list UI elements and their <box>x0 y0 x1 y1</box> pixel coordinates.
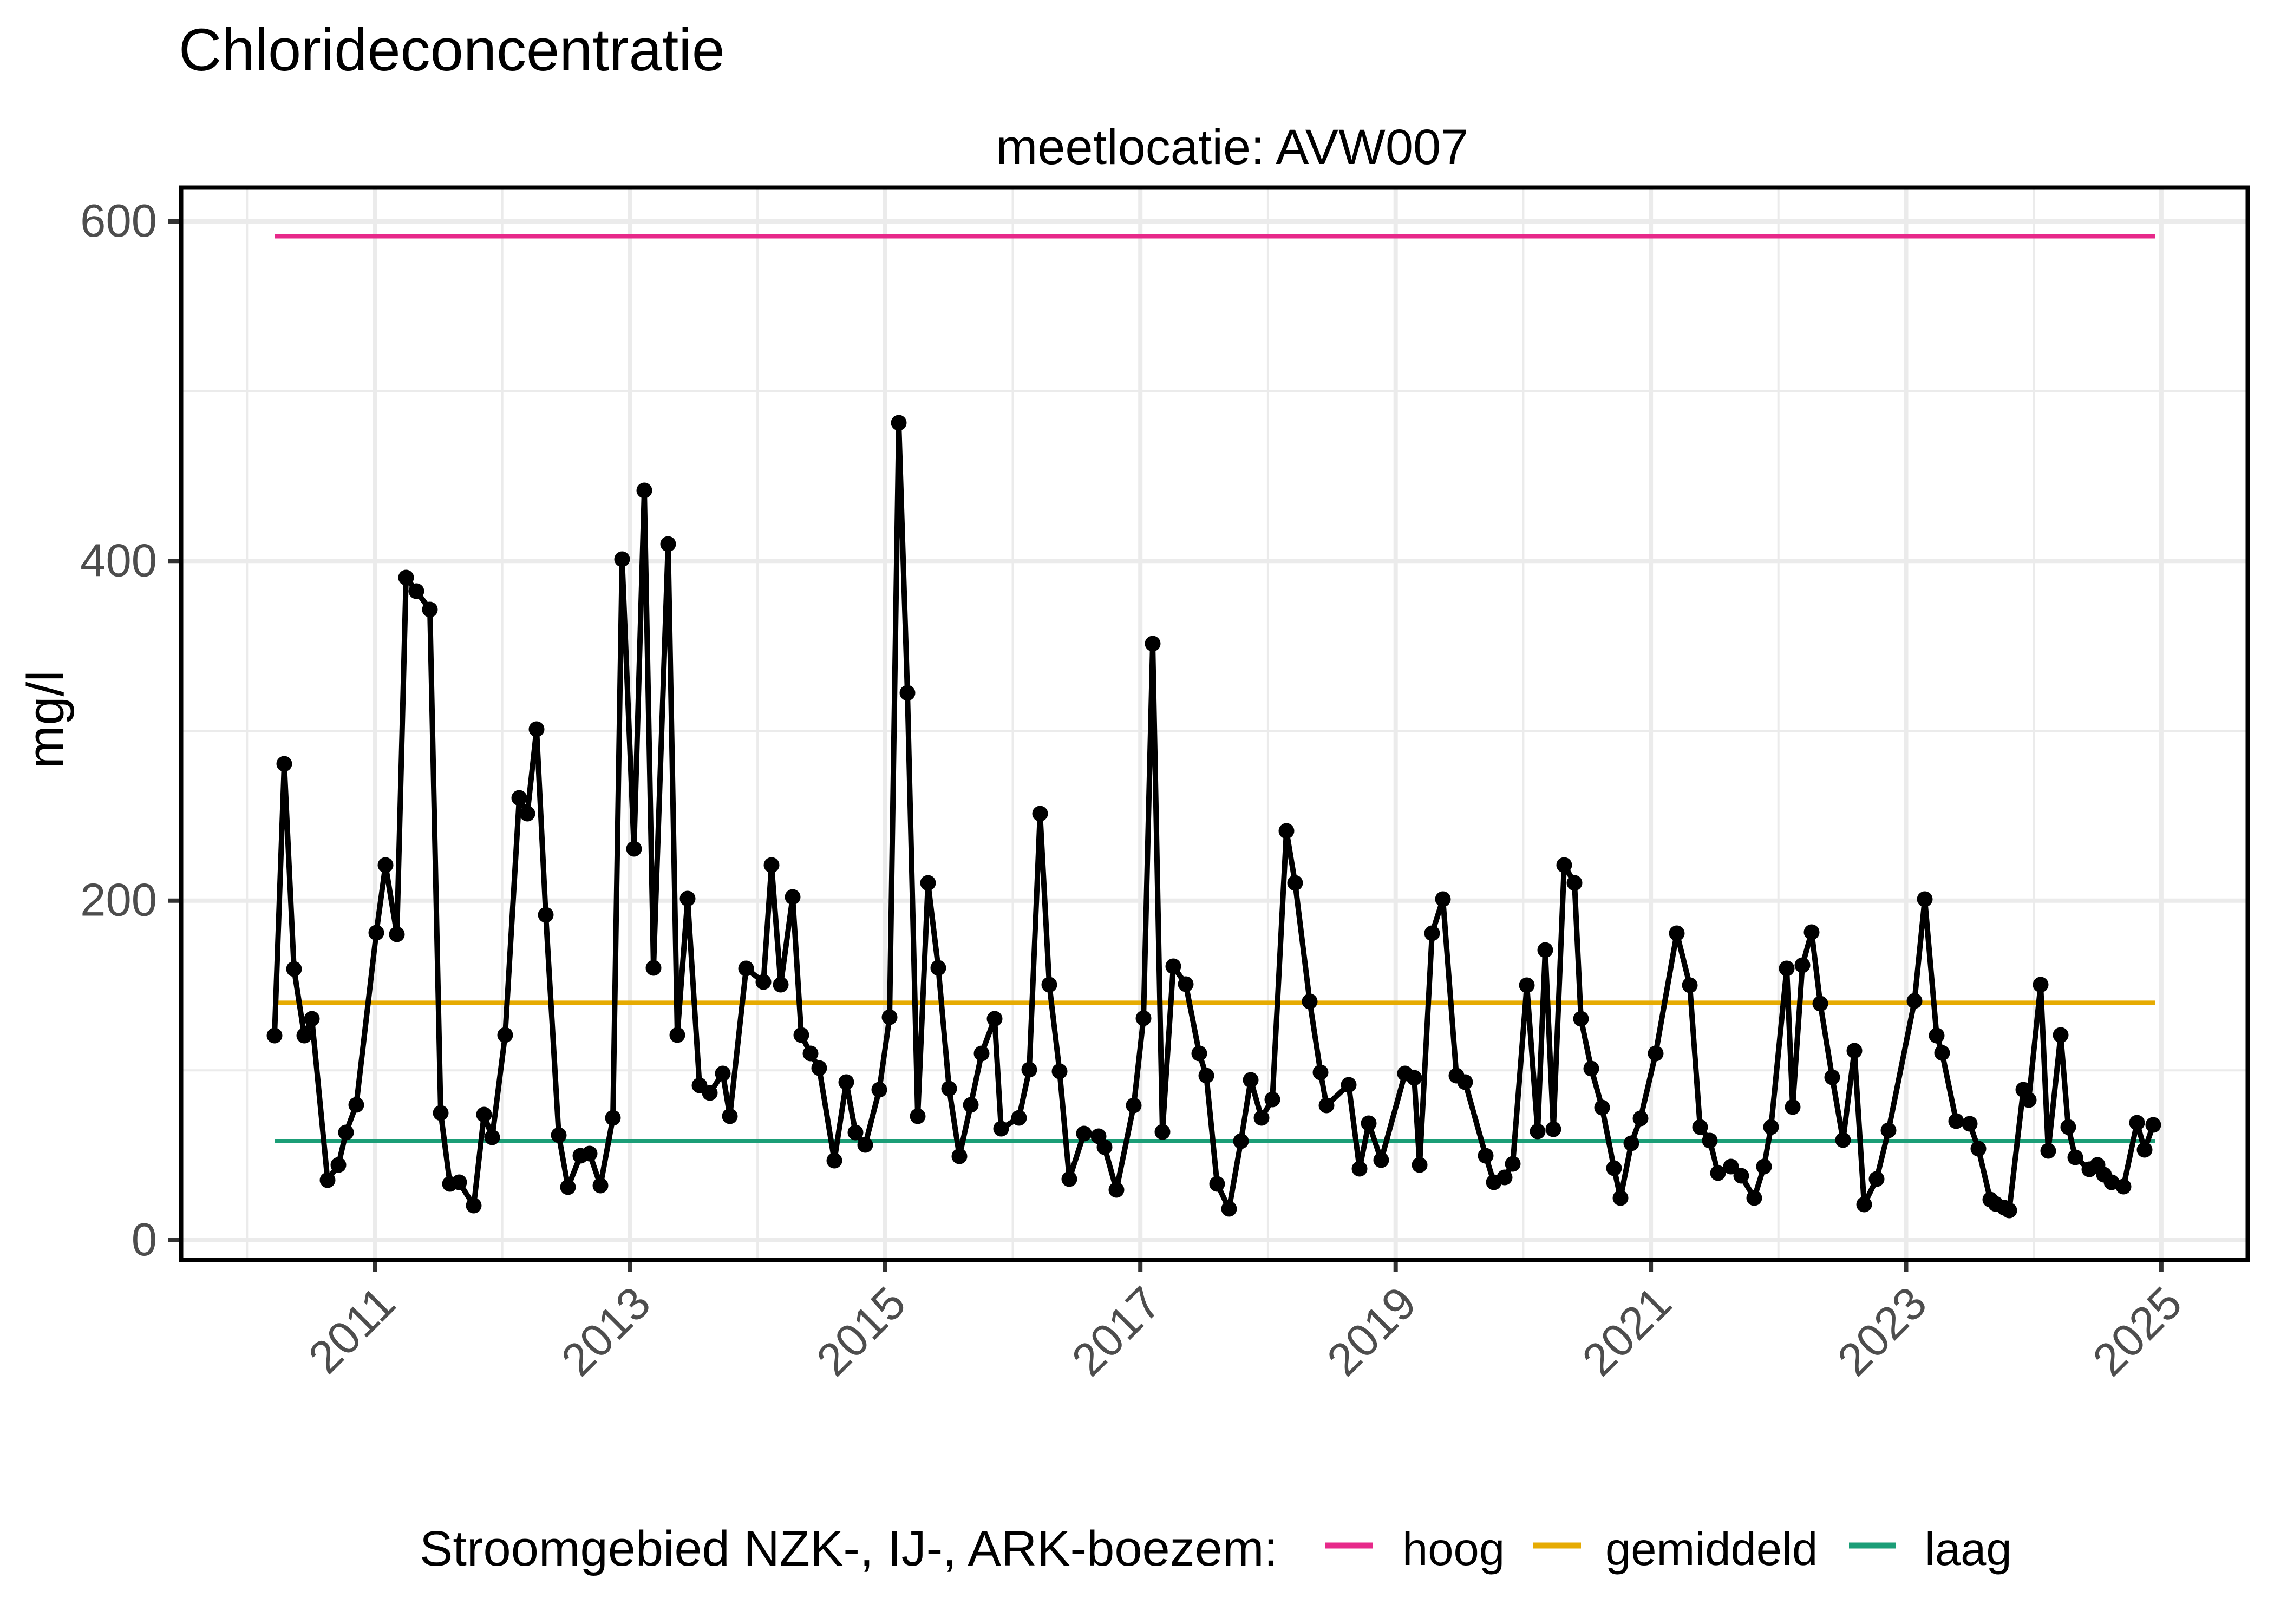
svg-text:hoog: hoog <box>1402 1524 1505 1575</box>
svg-text:meetlocatie: AVW007: meetlocatie: AVW007 <box>996 120 1469 175</box>
svg-text:mg/l: mg/l <box>17 670 75 768</box>
svg-text:200: 200 <box>80 875 157 926</box>
svg-text:Stroomgebied NZK-, IJ-, ARK-bo: Stroomgebied NZK-, IJ-, ARK-boezem: <box>420 1521 1278 1576</box>
svg-text:400: 400 <box>80 535 157 586</box>
svg-text:0: 0 <box>132 1214 157 1266</box>
svg-text:600: 600 <box>80 195 157 247</box>
svg-text:Chlorideconcentratie: Chlorideconcentratie <box>179 17 725 83</box>
svg-text:gemiddeld: gemiddeld <box>1605 1524 1818 1575</box>
svg-text:laag: laag <box>1925 1524 2012 1575</box>
